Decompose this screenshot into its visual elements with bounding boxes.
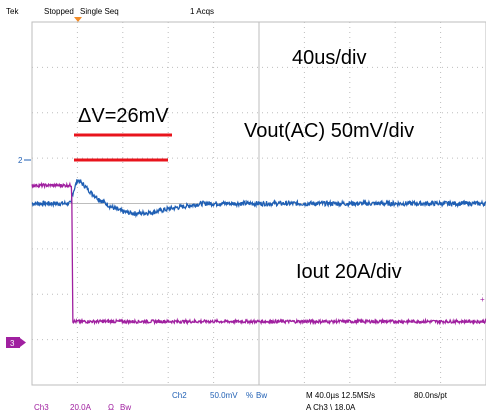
ch2-footer-label: Ch2 <box>172 391 187 400</box>
timebase-annotation: 40us/div <box>292 47 367 69</box>
acquisition-state: Stopped <box>44 7 74 16</box>
iout-scale-annotation: Iout 20A/div <box>296 261 402 283</box>
acquisition-mode: Single Seq <box>80 7 119 16</box>
ch3-marker-arrow <box>20 338 26 347</box>
ch3-footer-scale: 20.0A <box>70 403 92 412</box>
trigger-position-marker <box>74 17 82 22</box>
ch3-level-marker: 3 <box>10 339 15 348</box>
ch2-level-marker: 2 <box>18 156 23 165</box>
ch2-footer-scale: 50.0mV <box>210 391 238 400</box>
delta-v-annotation: ΔV=26mV <box>78 105 169 127</box>
acquisition-count: 1 Acqs <box>190 7 214 16</box>
record-length-readout: 80.0ns/pt <box>414 391 448 400</box>
waveforms <box>31 178 486 326</box>
ch3-right-marker: + <box>480 295 485 304</box>
ch3-iout-trace <box>31 181 486 326</box>
horizontal-readout: M 40.0µs 12.5MS/s <box>306 391 375 400</box>
ch3-footer-bw: Bw <box>120 403 131 412</box>
trigger-readout: A Ch3 \ 18.0A <box>306 403 356 412</box>
brand-label: Tek <box>6 7 19 16</box>
ch2-vout-trace <box>31 178 486 219</box>
vout-scale-annotation: Vout(AC) 50mV/div <box>244 120 414 142</box>
ch2-footer-coupling: % <box>246 391 253 400</box>
ch2-footer-bw: Bw <box>256 391 267 400</box>
ch3-level-marker-box <box>6 337 20 348</box>
ch3-footer-label: Ch3 <box>34 403 49 412</box>
ch3-footer-coupling: Ω <box>108 403 114 412</box>
